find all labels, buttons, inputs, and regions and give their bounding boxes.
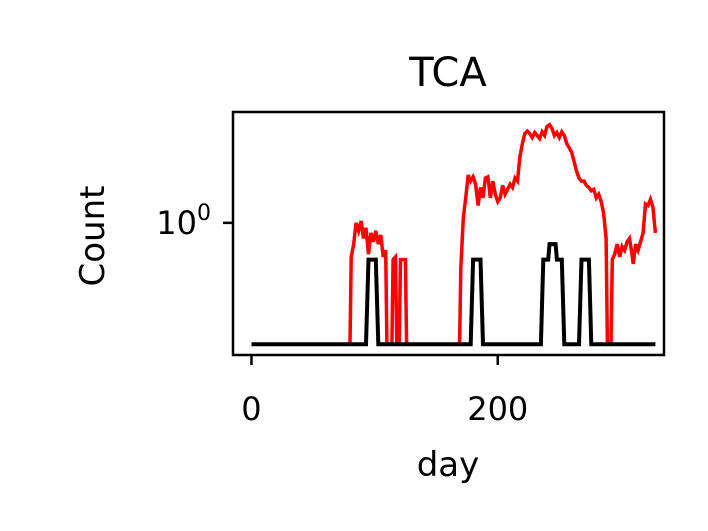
x-axis-label: day bbox=[417, 445, 480, 485]
x-tick-label-1: 0 bbox=[241, 390, 261, 428]
x-axis-ticks: 0 200 bbox=[241, 355, 528, 428]
series-line-1 bbox=[251, 122, 658, 346]
series-layer bbox=[251, 122, 658, 347]
y-tick-label-1: 100 bbox=[156, 201, 211, 242]
plot-frame bbox=[231, 110, 666, 357]
series-line-2 bbox=[251, 242, 656, 347]
x-tick-label-2: 200 bbox=[467, 390, 528, 428]
chart-title: TCA bbox=[408, 50, 487, 96]
y-axis-ticks: 100 bbox=[156, 201, 233, 242]
y-axis-label: Count bbox=[73, 186, 113, 287]
